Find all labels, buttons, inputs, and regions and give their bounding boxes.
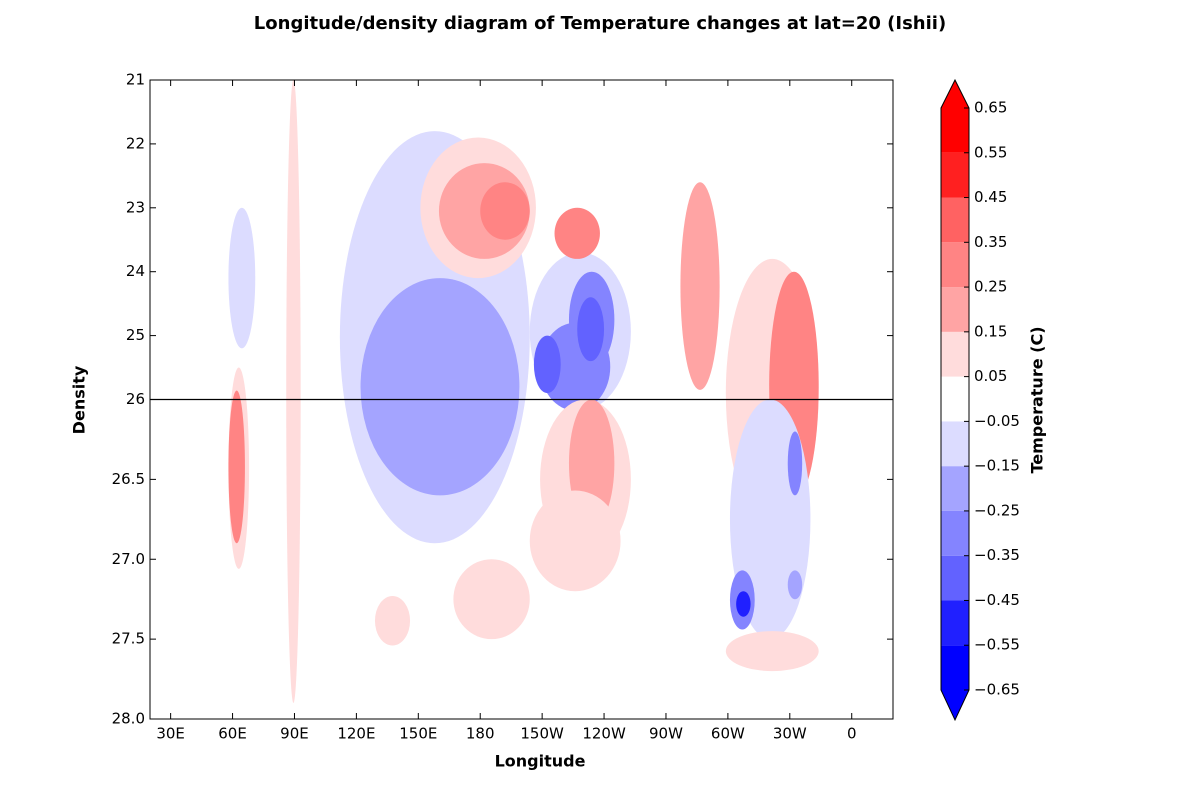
contour-region [533, 335, 561, 394]
colorbar-tick-label: −0.55 [974, 636, 1020, 654]
y-tick-label: 24 [126, 262, 145, 280]
contour-region [228, 390, 245, 544]
colorbar-tick-label: −0.05 [974, 412, 1020, 430]
colorbar-tick-label: −0.35 [974, 546, 1020, 564]
colorbar-tick-label: −0.45 [974, 591, 1020, 609]
contour-region [787, 431, 803, 496]
colorbar-bin [941, 242, 969, 288]
y-tick-label: 27.0 [112, 550, 145, 568]
x-tick-label: 60W [711, 725, 745, 743]
colorbar-tick-label: 0.15 [974, 322, 1007, 340]
x-axis-label: Longitude [495, 752, 586, 771]
contour-region [480, 182, 530, 240]
y-tick-label: 21 [126, 71, 145, 89]
colorbar-label: Temperature (C) [1028, 326, 1047, 473]
colorbar-bin [941, 421, 969, 467]
colorbar-tick-label: −0.25 [974, 501, 1020, 519]
contour-region [725, 631, 819, 672]
contour-region [529, 490, 621, 592]
y-axis-label: Density [70, 365, 89, 434]
colorbar-bin [941, 510, 969, 556]
contour-region [360, 278, 520, 496]
x-tick-label: 90E [280, 725, 309, 743]
colorbar-tick-label: 0.45 [974, 188, 1007, 206]
x-tick-label: 180 [466, 725, 495, 743]
y-tick-label: 23 [126, 198, 145, 216]
contour-region [286, 80, 301, 704]
y-tick-label: 25 [126, 326, 145, 344]
colorbar-bin [941, 287, 969, 332]
colorbar-bin [941, 197, 969, 243]
x-tick-label: 30W [773, 725, 807, 743]
colorbar-tick-label: 0.55 [974, 143, 1007, 161]
x-tick-label: 120E [337, 725, 375, 743]
contour-region [228, 207, 256, 349]
contour-region [680, 182, 720, 390]
y-tick-label: 27.5 [112, 630, 145, 648]
contour-region [374, 595, 411, 646]
x-tick-label: 120W [582, 725, 626, 743]
contour-region [736, 591, 751, 617]
colorbar-tick-label: 0.35 [974, 233, 1007, 251]
x-tick-label: 30E [156, 725, 185, 743]
y-tick-label: 26 [126, 390, 145, 408]
colorbar-bin [941, 600, 969, 646]
colorbar-bin [941, 555, 969, 601]
x-tick-label: 0 [847, 725, 857, 743]
colorbar-tick-label: −0.65 [974, 681, 1020, 699]
colorbar-bin [941, 376, 969, 422]
x-tick-label: 90W [649, 725, 683, 743]
y-tick-label: 26.5 [112, 470, 145, 488]
colorbar-extend-under [941, 690, 969, 720]
colorbar-tick-label: 0.05 [974, 367, 1007, 385]
contour-region [453, 559, 530, 640]
colorbar-tick-label: 0.65 [974, 99, 1007, 117]
x-tick-label: 150E [399, 725, 437, 743]
contour-region [577, 297, 605, 362]
colorbar-bin [941, 152, 969, 198]
y-tick-label: 28.0 [112, 710, 145, 728]
chart-title: Longitude/density diagram of Temperature… [254, 13, 946, 34]
y-tick-label: 22 [126, 134, 145, 152]
contour-region [554, 207, 600, 259]
colorbar-bin [941, 331, 969, 377]
x-tick-label: 60E [218, 725, 247, 743]
colorbar-bin [941, 645, 969, 690]
x-tick-label: 150W [520, 725, 564, 743]
colorbar-extend-over [941, 80, 969, 108]
colorbar-bin [941, 108, 969, 153]
colorbar-bin [941, 466, 969, 511]
contour-region [787, 570, 803, 600]
contour-area [228, 80, 819, 704]
colorbar-tick-label: 0.25 [974, 278, 1007, 296]
colorbar-tick-label: −0.15 [974, 457, 1020, 475]
